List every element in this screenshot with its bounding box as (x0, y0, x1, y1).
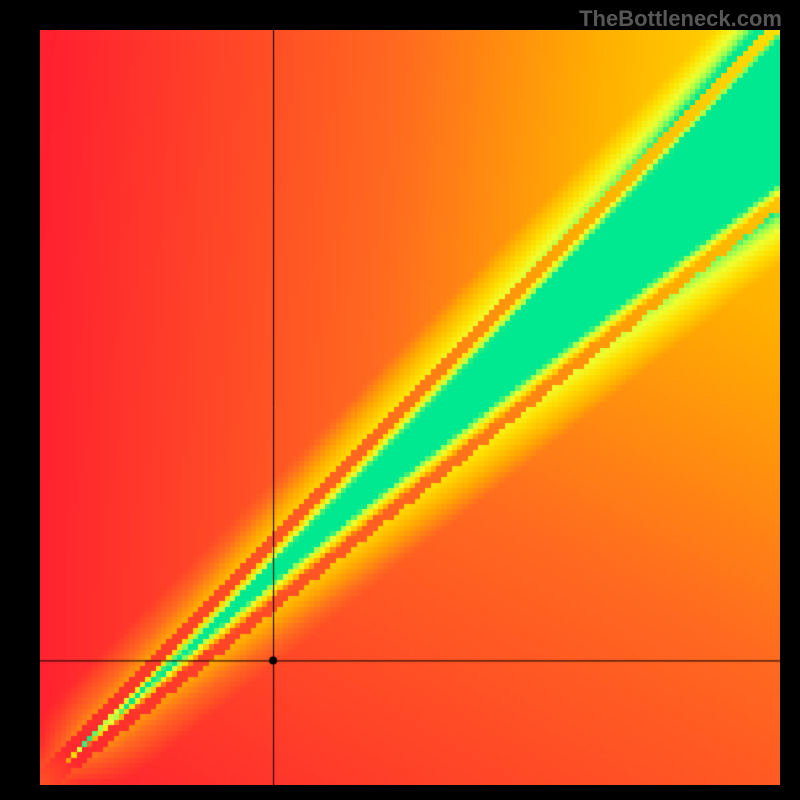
chart-container: { "watermark": { "text": "TheBottleneck.… (0, 0, 800, 800)
watermark-text: TheBottleneck.com (579, 6, 782, 32)
bottleneck-heatmap (40, 30, 780, 785)
